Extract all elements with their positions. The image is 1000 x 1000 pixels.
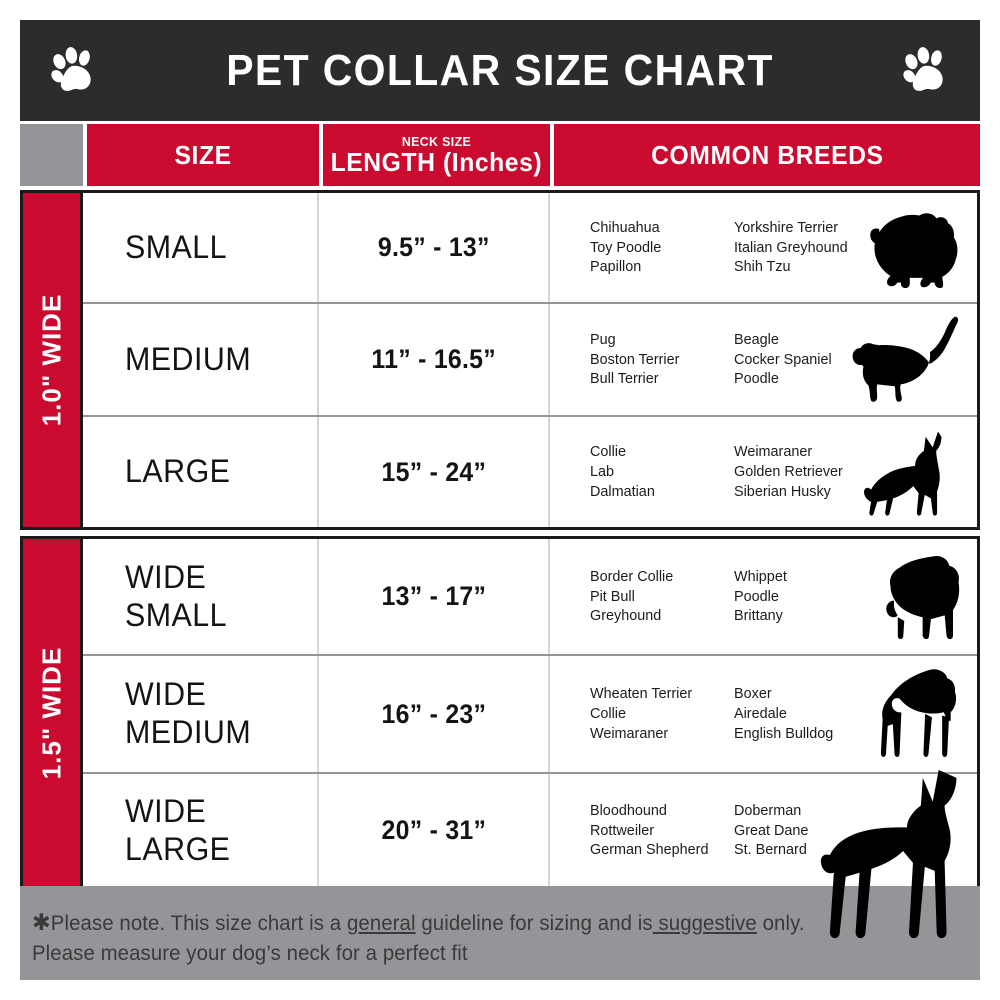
- cell-breeds: Chihuahua Toy Poodle Papillon Yorkshire …: [550, 193, 977, 302]
- cell-breeds: Pug Boston Terrier Bull Terrier Beagle C…: [550, 304, 977, 415]
- size-value: WIDE SMALL: [125, 558, 228, 633]
- footer-note: ✱Please note. This size chart is a gener…: [32, 906, 938, 970]
- length-value: 9.5” - 13”: [377, 232, 490, 262]
- group-label-1-0-wide: 1.0" WIDE: [20, 190, 83, 530]
- breeds-column-1: Bloodhound Rottweiler German Shepherd: [590, 801, 709, 859]
- footer-underline-general: general: [346, 912, 416, 935]
- group-label-text: 1.5" WIDE: [36, 646, 66, 780]
- breeds-column-2: Whippet Poodle Brittany: [734, 567, 787, 625]
- column-header-row: SIZE NECK SIZE LENGTH (Inches) COMMON BR…: [20, 124, 980, 186]
- length-value: 16” - 23”: [381, 698, 486, 729]
- table-row: WIDE SMALL 13” - 17” Border Collie Pit B…: [83, 539, 977, 656]
- cell-breeds: Wheaten Terrier Collie Weimaraner Boxer …: [550, 656, 977, 772]
- paw-print-icon: [51, 47, 91, 91]
- cell-size: LARGE: [83, 417, 319, 527]
- column-header-length-label: LENGTH (Inches): [330, 147, 543, 177]
- cell-breeds: Collie Lab Dalmatian Weimaraner Golden R…: [550, 417, 977, 527]
- length-value: 15” - 24”: [381, 456, 486, 487]
- table-row: WIDE LARGE 20” - 31” Bloodhound Rottweil…: [83, 774, 977, 887]
- group-1-rows: SMALL 9.5” - 13” Chihuahua Toy Poodle Pa…: [83, 190, 980, 530]
- cell-size: WIDE SMALL: [83, 539, 319, 654]
- cell-breeds: Border Collie Pit Bull Greyhound Whippet…: [550, 539, 977, 654]
- length-value: 11” - 16.5”: [371, 344, 496, 374]
- footer-line1-c: only.: [756, 912, 805, 935]
- table-row: MEDIUM 11” - 16.5” Pug Boston Terrier Bu…: [83, 304, 977, 417]
- breeds-column-1: Wheaten Terrier Collie Weimaraner: [590, 685, 693, 742]
- size-value: SMALL: [125, 228, 228, 265]
- table-body: 1.0" WIDE SMALL 9.5” - 13” Chihuahua Toy…: [20, 190, 980, 890]
- size-value: WIDE MEDIUM: [125, 676, 252, 750]
- page-title: PET COLLAR SIZE CHART: [226, 45, 774, 95]
- breeds-column-1: Chihuahua Toy Poodle Papillon: [590, 218, 662, 276]
- footer-note-bar: ✱Please note. This size chart is a gener…: [20, 886, 980, 980]
- cell-size: SMALL: [83, 193, 319, 302]
- breeds-column-2: Weimaraner Golden Retriever Siberian Hus…: [734, 443, 843, 500]
- paw-print-icon: [903, 47, 943, 91]
- footer-underline-suggestive: suggestive: [652, 912, 757, 935]
- corner-cell: [20, 124, 83, 186]
- footer-line1-b: guideline for sizing and is: [415, 912, 653, 935]
- size-value: MEDIUM: [125, 340, 252, 377]
- cell-size: WIDE MEDIUM: [83, 656, 319, 772]
- size-value: LARGE: [125, 453, 231, 490]
- cell-length: 15” - 24”: [319, 417, 550, 527]
- cell-length: 20” - 31”: [319, 774, 550, 887]
- length-value: 13” - 17”: [381, 581, 486, 611]
- cell-size: WIDE LARGE: [83, 774, 319, 887]
- footer-line2: Please measure your dog’s neck for a per…: [32, 942, 468, 966]
- cell-size: MEDIUM: [83, 304, 319, 415]
- breeds-column-1: Collie Lab Dalmatian: [590, 443, 655, 500]
- pet-collar-size-chart: PET COLLAR SIZE CHART SIZE NECK SIZE LEN…: [20, 20, 980, 980]
- group-label-1-5-wide: 1.5" WIDE: [20, 536, 83, 890]
- column-header-neck-size-label: NECK SIZE: [401, 134, 472, 149]
- cell-length: 13” - 17”: [319, 539, 550, 654]
- column-header-breeds-label: COMMON BREEDS: [650, 140, 884, 170]
- length-value: 20” - 31”: [381, 815, 486, 845]
- title-bar: PET COLLAR SIZE CHART: [20, 20, 980, 121]
- group-1-5-wide: 1.5" WIDE WIDE SMALL 13” - 17” Border Co…: [20, 536, 980, 890]
- group-1-0-wide: 1.0" WIDE SMALL 9.5” - 13” Chihuahua Toy…: [20, 190, 980, 530]
- table-row: SMALL 9.5” - 13” Chihuahua Toy Poodle Pa…: [83, 193, 977, 304]
- column-header-length: NECK SIZE LENGTH (Inches): [323, 124, 550, 186]
- breeds-column-2: Yorkshire Terrier Italian Greyhound Shih…: [734, 218, 848, 276]
- group-label-text: 1.0" WIDE: [36, 293, 66, 427]
- breeds-column-2: Beagle Cocker Spaniel Poodle: [734, 330, 832, 388]
- breeds-column-1: Border Collie Pit Bull Greyhound: [590, 567, 674, 625]
- column-header-breeds: COMMON BREEDS: [554, 124, 980, 186]
- breeds-column-2: Doberman Great Dane St. Bernard: [734, 801, 809, 859]
- footer-line1-a: Please note. This size chart is a: [50, 912, 347, 935]
- breeds-column-1: Pug Boston Terrier Bull Terrier: [590, 330, 680, 388]
- cell-length: 16” - 23”: [319, 656, 550, 772]
- cell-length: 11” - 16.5”: [319, 304, 550, 415]
- table-row: WIDE MEDIUM 16” - 23” Wheaten Terrier Co…: [83, 656, 977, 774]
- group-2-rows: WIDE SMALL 13” - 17” Border Collie Pit B…: [83, 536, 980, 890]
- breeds-column-2: Boxer Airedale English Bulldog: [734, 685, 834, 742]
- cell-breeds: Bloodhound Rottweiler German Shepherd Do…: [550, 774, 977, 887]
- table-row: LARGE 15” - 24” Collie Lab Dalmatian Wei…: [83, 417, 977, 527]
- asterisk-icon: ✱: [32, 909, 51, 935]
- cell-length: 9.5” - 13”: [319, 193, 550, 302]
- column-header-size: SIZE: [87, 124, 319, 186]
- size-value: WIDE LARGE: [125, 792, 231, 867]
- column-header-size-label: SIZE: [174, 140, 232, 170]
